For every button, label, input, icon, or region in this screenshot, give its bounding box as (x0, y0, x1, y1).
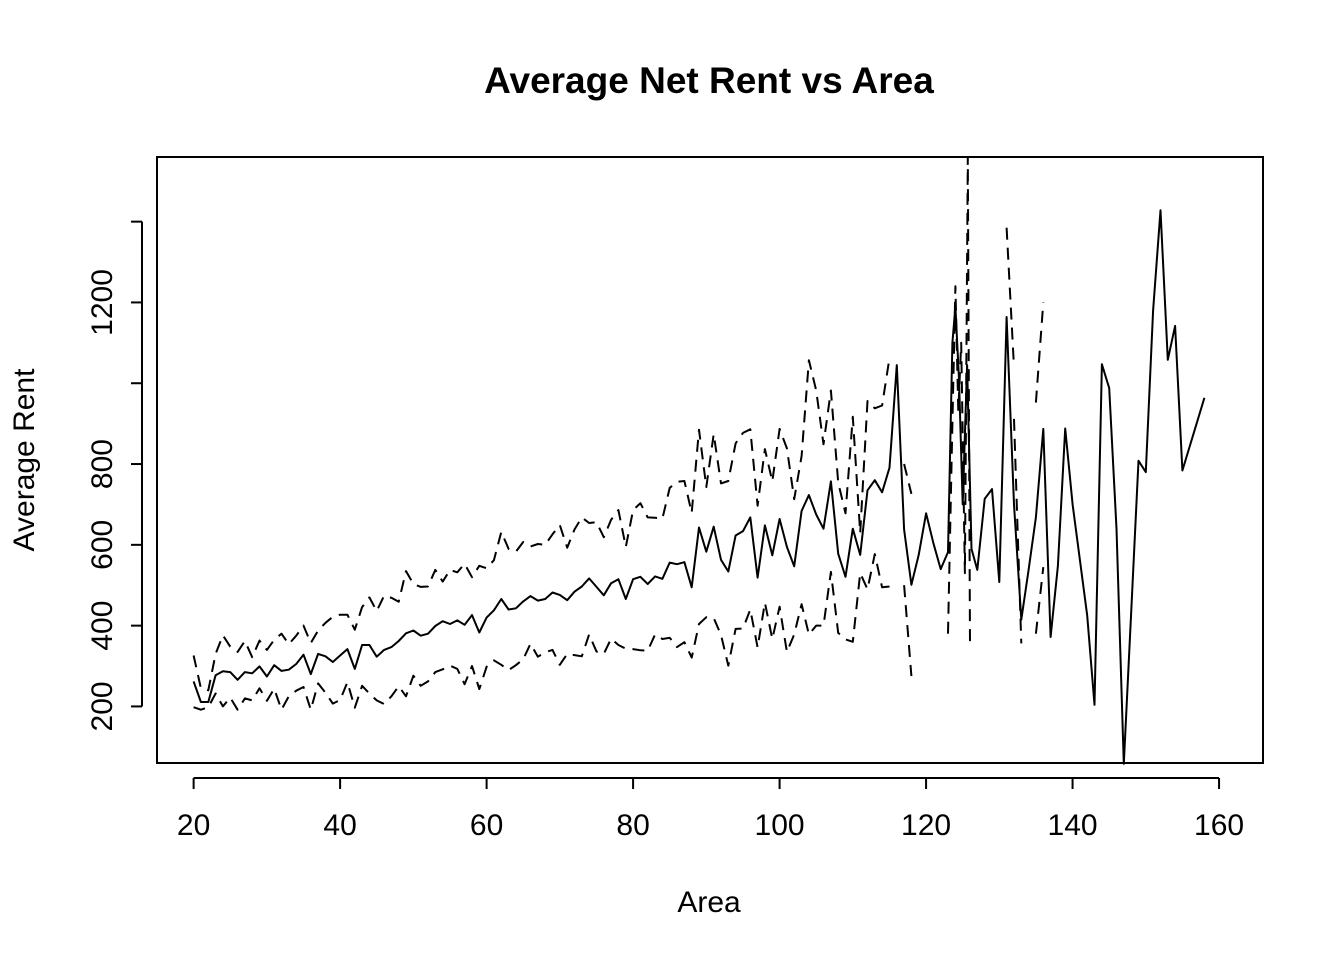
x-tick-label: 140 (1048, 809, 1098, 842)
x-axis: 20 40 60 80 100 120 140 160 (177, 777, 1244, 842)
dashed-series-line-2 (903, 463, 913, 495)
plot-frame (156, 156, 1264, 764)
dashed-series-line-6 (193, 553, 890, 711)
solid-series-line-0 (192, 209, 1206, 765)
x-tick-label: 160 (1194, 809, 1244, 842)
x-tick-label: 20 (177, 809, 210, 842)
y-tick-label: 1200 (86, 269, 119, 336)
y-axis: 200 400 600 800 1200 (86, 220, 143, 731)
x-tick-label: 40 (323, 809, 356, 842)
x-tick-label: 100 (755, 809, 805, 842)
x-tick-label: 60 (470, 809, 503, 842)
x-tick-label: 120 (901, 809, 951, 842)
x-tick-label: 80 (616, 809, 649, 842)
y-tick-label: 200 (86, 681, 119, 731)
dashed-series-line-8 (1013, 418, 1023, 644)
y-tick-label: 600 (86, 520, 119, 570)
dashed-series-line-1 (192, 357, 891, 692)
y-tick-label: 400 (86, 601, 119, 651)
dashed-series-line-7 (903, 585, 913, 677)
dashed-series-line-9 (1034, 566, 1045, 634)
dashed-series-line-4 (1005, 227, 1015, 368)
chart-title: Average Net Rent vs Area (484, 60, 934, 101)
dashed-series-line-3 (947, 156, 971, 646)
dashed-series-line-5 (1034, 302, 1045, 403)
y-axis-label: Average Rent (8, 368, 41, 552)
x-axis-label: Area (677, 886, 741, 919)
series-group (192, 156, 1206, 765)
y-tick-label: 800 (86, 439, 119, 489)
